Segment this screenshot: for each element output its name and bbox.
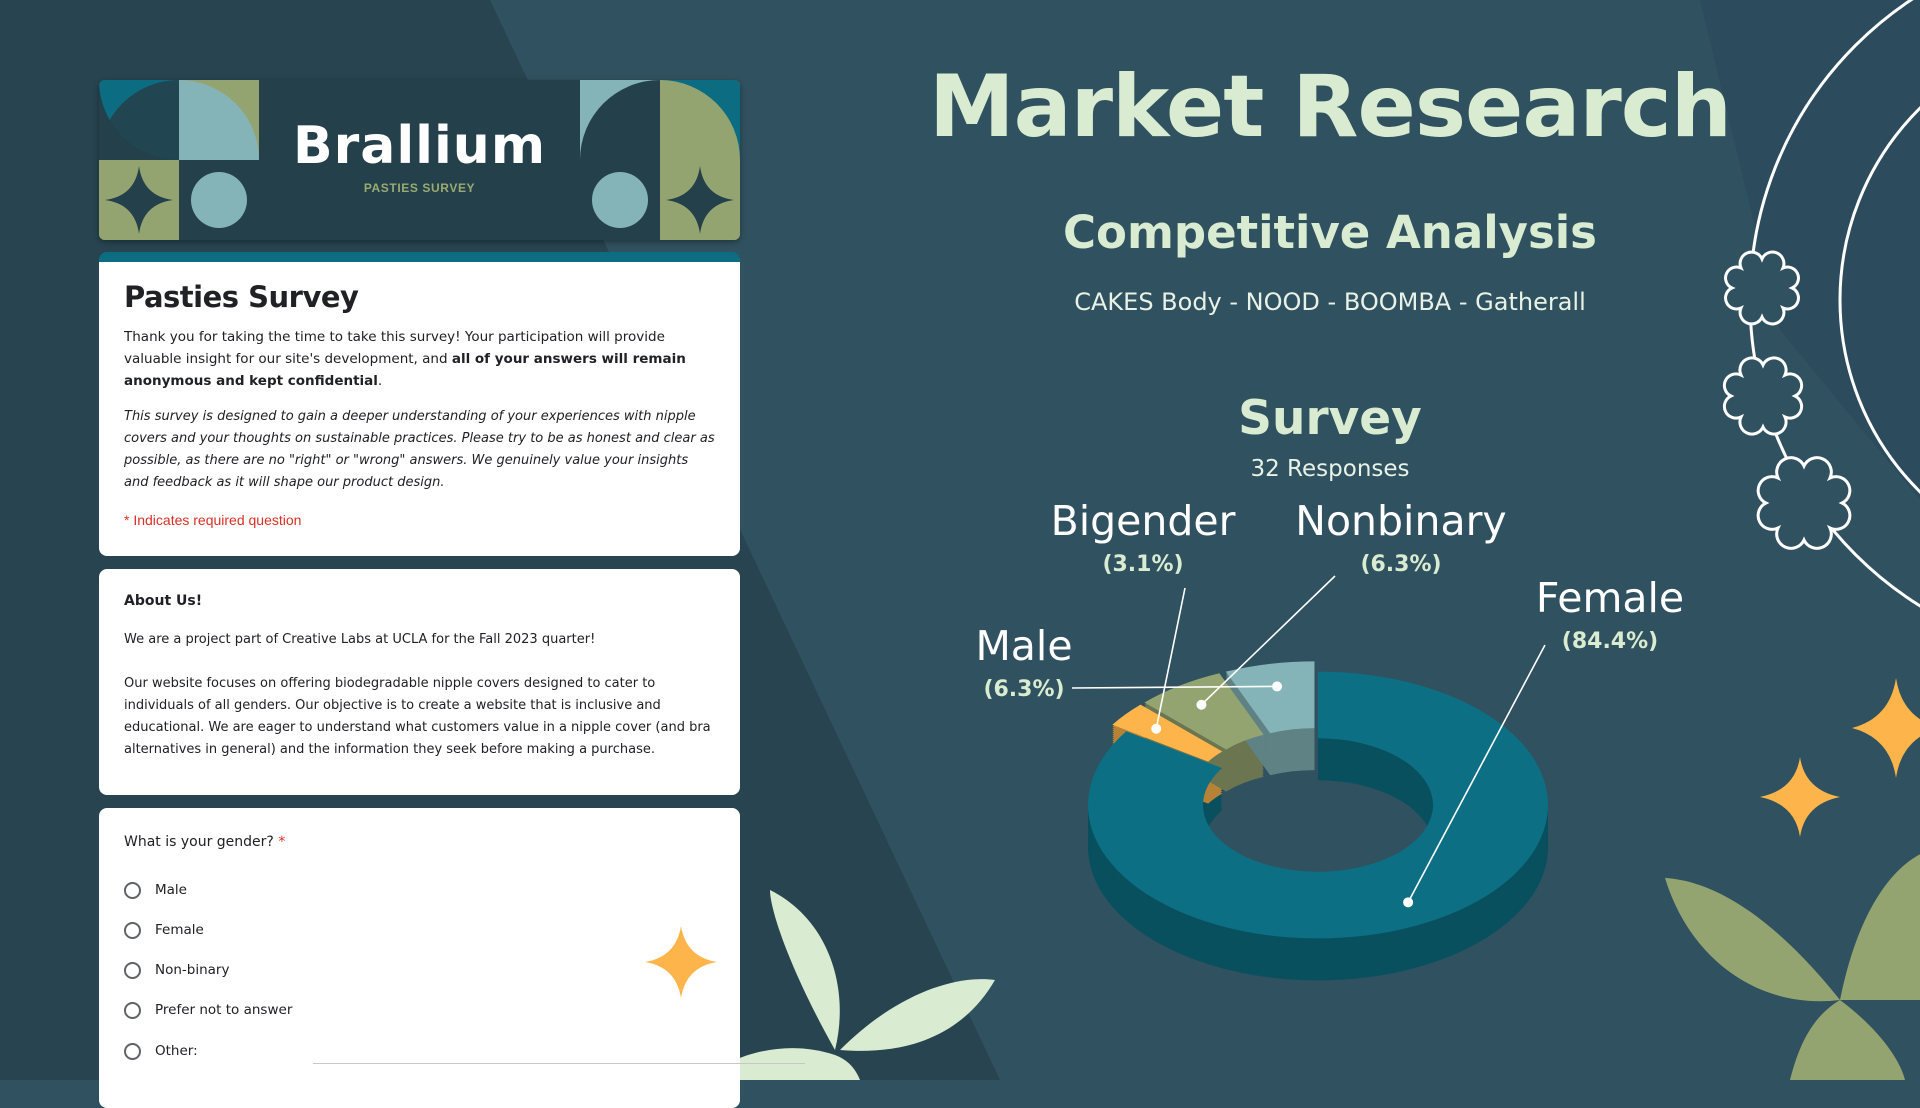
flower-outline-icons	[1722, 250, 1852, 550]
form-intro-card: Pasties Survey Thank you for taking the …	[99, 252, 740, 556]
required-note: * Indicates required question	[124, 512, 302, 528]
donut-slice-bigender	[1112, 704, 1223, 762]
leader-dot-male	[1272, 681, 1283, 692]
ring-inner	[1838, 106, 1920, 494]
radio-option-male[interactable]: Male	[124, 878, 187, 902]
flower-outline-icon	[1724, 250, 1800, 326]
sparkle-icon	[645, 926, 717, 998]
gender-question-card: What is your gender? * Male Female Non-b…	[99, 808, 805, 1108]
slice-value-female: (84.4%)	[1562, 629, 1658, 654]
option-label: Male	[155, 882, 187, 898]
option-label: Female	[155, 922, 204, 938]
leader-line-nonbinary	[1200, 575, 1336, 706]
intro-text-end: .	[377, 373, 383, 389]
slice-label-nonbinary: Nonbinary	[1295, 497, 1506, 545]
slide-title: Market Research	[929, 57, 1732, 157]
leader-line-male	[1071, 685, 1278, 689]
radio-option-female[interactable]: Female	[124, 918, 204, 942]
brand-logo: Brallium	[292, 116, 547, 176]
leader-dot-nonbinary	[1196, 699, 1207, 710]
radio-option-nonbinary[interactable]: Non-binary	[124, 958, 229, 982]
option-label: Prefer not to answer	[155, 1002, 293, 1018]
about-paragraph-1: We are a project part of Creative Labs a…	[124, 632, 596, 647]
slide-subtitle: Competitive Analysis	[1063, 206, 1597, 259]
gender-donut-chart: Female (84.4%) Bigender (3.1%) Nonbinary (6.3…	[975, 497, 1684, 981]
leader-line-female	[1407, 644, 1546, 903]
survey-banner: Brallium PASTIES SURVEY	[99, 80, 740, 240]
radio-button[interactable]	[124, 921, 141, 939]
option-label: Non-binary	[155, 962, 230, 978]
form-title: Pasties Survey	[124, 280, 359, 314]
about-title: About Us!	[124, 593, 203, 609]
slice-label-female: Female	[1536, 574, 1684, 622]
corner-shade	[1700, 0, 1920, 500]
about-paragraph-2: Our website focuses on offering biodegra…	[124, 676, 711, 757]
leaf-decoration	[1665, 854, 1920, 1080]
slice-label-bigender: Bigender	[1051, 497, 1236, 545]
intro-paragraph: Thank you for taking the time to take th…	[124, 326, 715, 392]
sparkle-icon	[1760, 757, 1840, 837]
brand-subtitle: PASTIES SURVEY	[363, 181, 476, 195]
flower-outline-icon	[1756, 456, 1852, 550]
donut-slice-male	[1225, 661, 1315, 734]
intro-text-bold: all of your answers will remain anonymou…	[124, 351, 686, 389]
sparkle-icon	[1852, 678, 1920, 778]
radio-button[interactable]	[124, 881, 141, 899]
competitor-list: CAKES Body - NOOD - BOOMBA - Gatherall	[1074, 288, 1586, 316]
leader-dot-bigender	[1151, 723, 1162, 734]
intro-text-start: Thank you for taking the time to take th…	[124, 329, 665, 367]
slice-value-bigender: (3.1%)	[1102, 552, 1183, 577]
leader-dot-female	[1403, 897, 1414, 908]
about-card: About Us! We are a project part of Creat…	[99, 569, 740, 795]
banner-pattern	[99, 80, 740, 240]
radio-button[interactable]	[124, 1042, 141, 1060]
slice-value-nonbinary: (6.3%)	[1360, 552, 1441, 577]
radio-option-other[interactable]: Other:	[124, 1039, 198, 1063]
flower-outline-icon	[1722, 356, 1804, 436]
required-star: *	[278, 834, 286, 850]
donut-slice-nonbinary	[1144, 673, 1264, 750]
survey-response-count: 32 Responses	[1250, 456, 1410, 482]
donut-slice-female	[1088, 671, 1549, 939]
intro-italic-paragraph: This survey is designed to gain a deeper…	[124, 409, 715, 490]
question-text: What is your gender?	[124, 834, 274, 850]
option-label: Other:	[155, 1043, 198, 1059]
leader-line-bigender	[1155, 587, 1186, 729]
other-text-input[interactable]	[313, 1063, 805, 1064]
radio-button[interactable]	[124, 961, 141, 979]
slice-value-male: (6.3%)	[983, 677, 1064, 702]
radio-option-prefer-not[interactable]: Prefer not to answer	[124, 998, 292, 1022]
survey-title: Survey	[1238, 391, 1422, 446]
radio-button[interactable]	[124, 1001, 141, 1019]
slice-label-male: Male	[975, 622, 1072, 670]
question-title: What is your gender? *	[124, 834, 715, 850]
leaf-decoration	[700, 890, 995, 1080]
